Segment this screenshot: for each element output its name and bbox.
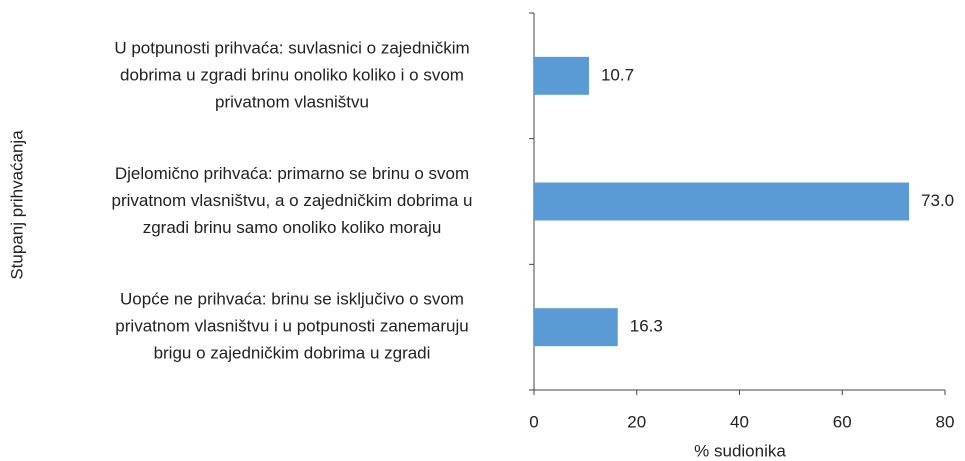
x-tick-label: 60	[833, 412, 852, 431]
x-tick-label: 40	[730, 412, 749, 431]
category-label: U potpunosti prihvaća: suvlasnici o zaje…	[114, 38, 469, 57]
x-axis-label: % sudionika	[694, 441, 786, 460]
x-tick-label: 80	[936, 412, 955, 431]
bar	[534, 308, 618, 347]
x-tick-label: 0	[529, 412, 538, 431]
category-label: privatnom vlasništvu, a o zajedničkim do…	[112, 191, 473, 210]
category-label: privatnom vlasništvu i u potpunosti zane…	[115, 317, 468, 336]
category-label: brigu o zajedničkim dobrima u zgradi	[154, 344, 431, 363]
value-label: 73.0	[921, 191, 954, 210]
category-label: dobrima u zgradi brinu onoliko koliko i …	[120, 65, 464, 84]
y-axis-label: Stupanj prihvaćanja	[7, 130, 26, 280]
value-label: 10.7	[601, 65, 634, 84]
bar	[534, 182, 910, 221]
bar	[534, 56, 589, 95]
category-label: privatnom vlasništvu	[215, 92, 369, 111]
category-label: Uopće ne prihvaća: brinu se isključivo o…	[120, 290, 464, 309]
category-label: zgradi brinu samo onoliko koliko moraju	[143, 218, 442, 237]
x-tick-label: 20	[627, 412, 646, 431]
value-label: 16.3	[630, 317, 663, 336]
category-label: Djelomično prihvaća: primarno se brinu o…	[115, 164, 469, 183]
